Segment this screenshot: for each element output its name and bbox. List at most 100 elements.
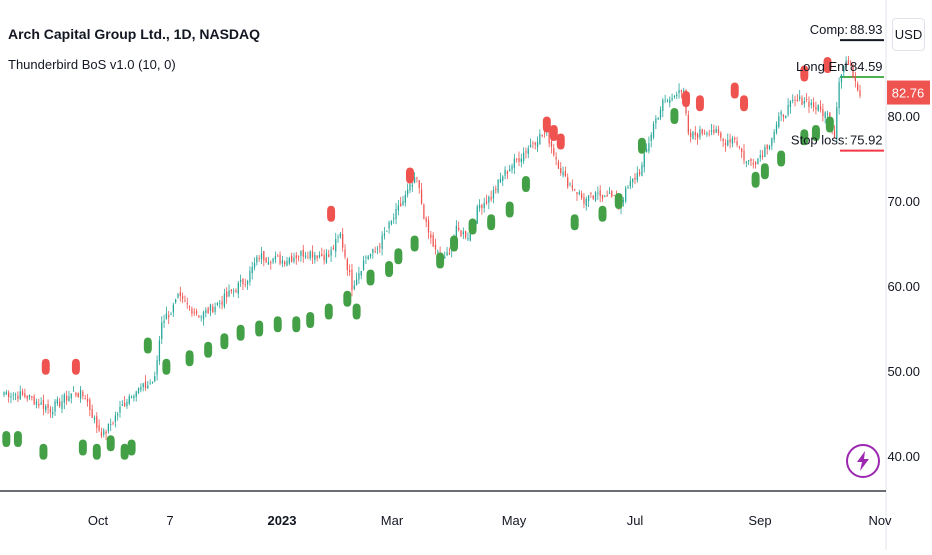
candle — [852, 63, 854, 79]
candle — [824, 111, 826, 124]
candle — [242, 277, 244, 290]
candle-body — [395, 208, 397, 220]
candle — [690, 129, 692, 143]
candle — [741, 147, 743, 159]
candle-body — [601, 194, 604, 199]
level-label: Comp: — [810, 22, 848, 37]
candle-body — [590, 192, 592, 194]
candle — [274, 251, 277, 264]
candle — [221, 295, 223, 310]
candle-body — [65, 395, 68, 401]
candle — [727, 133, 729, 147]
candle — [430, 231, 432, 244]
candle-body — [671, 97, 673, 100]
candle — [249, 266, 251, 286]
candle-body — [731, 138, 734, 144]
candle-body — [79, 389, 82, 399]
candle-body — [683, 90, 685, 92]
candle-body — [416, 177, 418, 179]
candle-body — [576, 192, 578, 195]
candle — [84, 394, 86, 400]
candle-body — [214, 306, 216, 312]
level-value: 75.92 — [850, 133, 883, 148]
candle — [5, 389, 7, 396]
candle — [251, 261, 253, 280]
candle-body — [536, 141, 539, 148]
candle — [601, 194, 604, 202]
candle-body — [3, 392, 5, 395]
candle — [321, 247, 323, 257]
candle-body — [420, 189, 423, 204]
candle-body — [529, 144, 532, 148]
candle — [836, 101, 838, 143]
candle — [564, 166, 567, 178]
candle-body — [40, 402, 42, 405]
candle — [495, 185, 497, 194]
candle — [26, 395, 28, 402]
candle — [270, 260, 272, 270]
candle — [277, 254, 279, 257]
buy-signal-marker — [220, 333, 229, 350]
candle-body — [175, 299, 177, 303]
candle — [200, 314, 202, 322]
candle-body — [768, 145, 771, 149]
candle-body — [311, 251, 314, 258]
buy-signal-marker — [598, 205, 607, 222]
candle-body — [859, 90, 861, 96]
candle — [427, 216, 430, 239]
candle-body — [455, 225, 457, 238]
candle-body — [47, 404, 49, 409]
candle-body — [304, 255, 307, 258]
candle-body — [123, 402, 126, 407]
candle-body — [750, 158, 752, 162]
candle-body — [703, 133, 706, 135]
buy-signal-marker — [162, 358, 171, 375]
candle-body — [497, 179, 499, 193]
candle-body — [400, 203, 402, 207]
candle — [420, 182, 423, 205]
currency-button[interactable]: USD — [892, 18, 925, 51]
candle-body — [84, 398, 86, 400]
candle — [692, 130, 694, 140]
candle-body — [316, 255, 318, 259]
candle-body — [309, 251, 311, 259]
candle-body — [246, 281, 249, 285]
candle-body — [137, 387, 140, 394]
candle — [502, 175, 504, 186]
candle — [775, 121, 778, 135]
candle-body — [404, 194, 406, 203]
candle-body — [778, 116, 780, 127]
candle-body — [833, 130, 836, 137]
candle — [165, 306, 168, 320]
candle — [117, 411, 119, 421]
candle — [100, 427, 103, 439]
indicator-legend[interactable]: Thunderbird BoS v1.0 (10, 0) — [8, 57, 176, 72]
candle — [520, 153, 522, 168]
buy-signal-marker — [366, 269, 375, 286]
candle-body — [752, 163, 754, 165]
symbol-title[interactable]: Arch Capital Group Ltd., 1D, NASDAQ — [8, 26, 260, 42]
candle-body — [655, 118, 657, 124]
candle — [859, 85, 861, 99]
candle — [316, 254, 318, 262]
candle-body — [499, 178, 502, 183]
lightning-bolt-icon[interactable] — [846, 444, 880, 478]
candle — [126, 398, 128, 409]
candle — [536, 136, 539, 153]
candle-body — [532, 143, 534, 145]
candle — [604, 194, 606, 198]
candle-body — [641, 164, 643, 177]
candle-body — [522, 152, 525, 162]
buy-signal-marker — [468, 218, 477, 235]
candle — [342, 227, 344, 252]
candle — [226, 287, 228, 304]
candle — [715, 125, 717, 134]
candle-body — [70, 393, 72, 399]
candle — [731, 135, 734, 148]
candle-body — [346, 259, 348, 270]
candle-body — [666, 100, 669, 102]
candle-body — [337, 237, 339, 238]
candle — [485, 194, 488, 206]
